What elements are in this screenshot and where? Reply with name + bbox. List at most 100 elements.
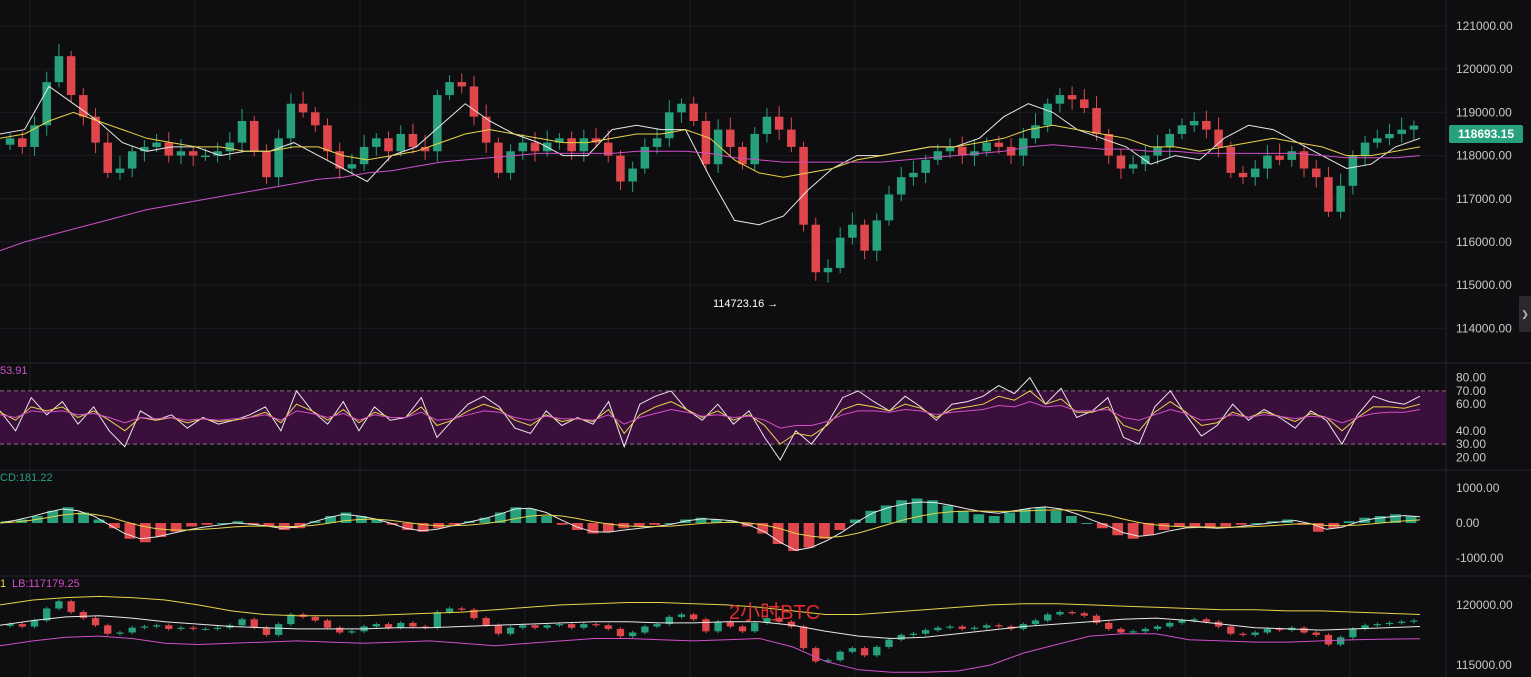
- boll-candle-body: [1227, 626, 1235, 634]
- macd-histogram-bar: [1312, 523, 1324, 532]
- candle-body: [567, 138, 576, 152]
- macd-histogram-bar: [649, 523, 661, 525]
- macd-histogram-bar: [819, 523, 830, 539]
- candle-body: [933, 151, 943, 160]
- bollinger-line: [0, 615, 1421, 640]
- boll-candle-body: [311, 616, 319, 621]
- candle-body: [335, 151, 344, 169]
- boll-candle-body: [799, 626, 808, 649]
- chart-title-watermark: 2小时BTC: [729, 602, 821, 624]
- candle-body: [530, 142, 540, 152]
- macd-label: CD:181.22: [0, 472, 53, 484]
- boll-candle-body: [653, 624, 661, 627]
- candle-body: [909, 172, 918, 178]
- candle-body: [896, 177, 906, 195]
- boll-candle-body: [860, 648, 869, 656]
- candle-body: [762, 116, 772, 134]
- boll-tick-label: 120000.00: [1456, 598, 1513, 612]
- macd-histogram-bar: [340, 512, 352, 523]
- macd-histogram-bar: [78, 512, 89, 523]
- candle-body: [1177, 125, 1187, 134]
- candle-body: [579, 138, 589, 152]
- boll-candle-body: [177, 627, 185, 629]
- candle-body: [1128, 164, 1138, 169]
- macd-histogram-bar: [572, 523, 583, 530]
- boll-candle-body: [1044, 614, 1052, 621]
- boll-candle-body: [1312, 632, 1320, 635]
- candle-body: [1299, 151, 1309, 169]
- macd-histogram-bar: [988, 516, 1000, 523]
- candle-body: [1324, 177, 1333, 212]
- candle-body: [591, 138, 601, 143]
- price-tick-label: 120000.00: [1456, 62, 1513, 76]
- boll-candle-body: [1263, 628, 1272, 633]
- bollinger-line: [0, 595, 1421, 617]
- boll-candle-body: [1031, 620, 1040, 625]
- candle-body: [420, 146, 430, 152]
- boll-candle-body: [79, 612, 88, 619]
- boll-candle-body: [104, 625, 112, 634]
- candle-body: [115, 168, 125, 173]
- candle-body: [311, 112, 320, 126]
- boll-candle-body: [848, 648, 857, 652]
- macd-histogram-bar: [124, 523, 136, 539]
- candle-body: [835, 237, 845, 268]
- macd-histogram-bar: [494, 512, 506, 523]
- candle-body: [506, 151, 515, 173]
- rsi-line: [0, 401, 1421, 429]
- candle-body: [628, 168, 637, 182]
- chevron-right-icon[interactable]: ❯: [1519, 296, 1531, 332]
- macd-histogram-bar: [479, 517, 491, 523]
- boll-candle-body: [677, 614, 686, 617]
- candle-body: [201, 155, 210, 158]
- macd-histogram-bar: [201, 523, 213, 525]
- macd-histogram-bar: [1220, 523, 1232, 527]
- ma-line: [0, 111, 1421, 178]
- boll-candle-body: [397, 622, 405, 628]
- boll-candle-body: [1068, 612, 1076, 614]
- macd-histogram-bar: [1004, 512, 1016, 523]
- candle-body: [1092, 108, 1101, 134]
- boll-candle-body: [433, 612, 442, 628]
- boll-candle-body: [372, 624, 380, 627]
- candle-body: [1226, 146, 1236, 173]
- boll-candle-body: [934, 627, 942, 631]
- macd-histogram-bar: [880, 505, 892, 523]
- boll-candle-body: [1349, 628, 1357, 638]
- price-tick-label: 115000.00: [1456, 278, 1512, 292]
- candle-body: [1006, 146, 1016, 156]
- boll-candle-body: [812, 648, 820, 662]
- price-tick-label: 117000.00: [1456, 192, 1512, 206]
- macd-histogram-bar: [927, 500, 938, 523]
- rsi-tick-label: 20.00: [1456, 450, 1486, 464]
- macd-histogram-bar: [1143, 523, 1154, 536]
- boll-candle-body: [982, 625, 991, 628]
- low-price-value: 114723.16: [713, 298, 765, 310]
- candle-body: [872, 220, 882, 251]
- boll-candle-body: [909, 633, 918, 635]
- macd-histogram-bar: [1174, 523, 1185, 527]
- boll-candle-body: [128, 627, 136, 633]
- boll-candle-body: [628, 632, 637, 637]
- boll-candle-body: [995, 625, 1003, 627]
- boll-candle-body: [726, 621, 734, 627]
- candle-body: [555, 138, 564, 143]
- boll-candle-body: [1324, 634, 1333, 645]
- candle-body: [726, 129, 735, 147]
- candle-body: [1067, 95, 1077, 100]
- candle-body: [225, 142, 235, 152]
- candle-body: [652, 138, 662, 147]
- boll-label: LB:117179.25: [12, 578, 80, 590]
- ma-line: [0, 85, 1421, 226]
- boll-candle-body: [885, 639, 893, 647]
- boll-candle-body: [506, 627, 515, 634]
- macd-histogram-bar: [788, 523, 799, 551]
- candle-body: [445, 82, 454, 96]
- candle-body: [1409, 125, 1419, 130]
- candle-body: [994, 142, 1004, 147]
- macd-histogram-bar: [1390, 514, 1401, 523]
- boll-candle-body: [921, 630, 930, 634]
- macd-histogram-bar: [93, 519, 105, 523]
- boll-candle-body: [702, 619, 710, 632]
